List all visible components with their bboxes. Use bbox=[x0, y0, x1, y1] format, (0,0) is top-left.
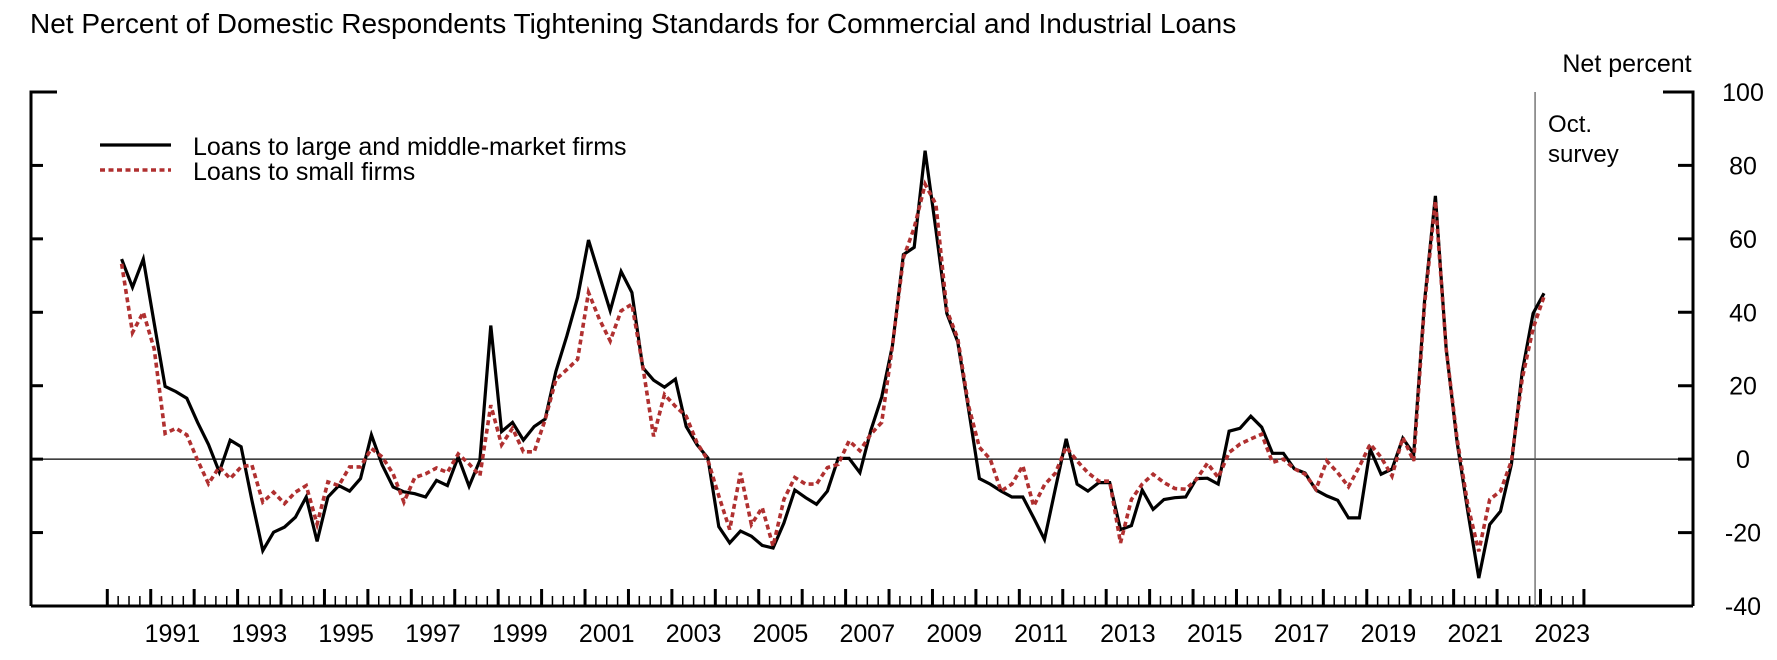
x-axis: 1991 1993 1995 1997 1999 2001 2003 2005 2007 2009… bbox=[105, 589, 1590, 648]
oct-survey-label: Oct. bbox=[1548, 111, 1592, 138]
x-tick-label: 2015 bbox=[1187, 620, 1243, 648]
x-tick-label: 2013 bbox=[1100, 620, 1156, 648]
x-tick-label: 2019 bbox=[1361, 620, 1417, 648]
y-tick-label: 20 bbox=[1729, 373, 1757, 401]
x-tick-label: 2021 bbox=[1448, 620, 1504, 648]
chart-title: Net Percent of Domestic Respondents Tigh… bbox=[30, 8, 1237, 39]
y-tick-label: -20 bbox=[1725, 520, 1761, 548]
legend-label: Loans to large and middle-market firms bbox=[193, 133, 627, 161]
oct-survey-label: survey bbox=[1548, 141, 1619, 168]
y-tick-label: -40 bbox=[1725, 593, 1761, 621]
series-line-large-middle-market bbox=[120, 150, 1546, 579]
y-axis: 100 80 60 40 20 0 -20 -40 bbox=[29, 79, 1764, 621]
legend-label: Loans to small firms bbox=[193, 158, 415, 186]
x-tick-label: 1997 bbox=[405, 620, 461, 648]
x-tick-label: 1991 bbox=[145, 620, 201, 648]
x-tick-label: 2001 bbox=[579, 620, 635, 648]
y-axis-label: Net percent bbox=[1562, 50, 1691, 78]
y-tick-label: 60 bbox=[1729, 226, 1757, 254]
x-tick-label: 1999 bbox=[492, 620, 548, 648]
y-tick-label: 0 bbox=[1736, 446, 1750, 474]
series-lines bbox=[119, 150, 1546, 579]
x-tick-label: 2023 bbox=[1534, 620, 1590, 648]
x-tick-label: 2009 bbox=[926, 620, 982, 648]
oct-survey-annotation: Oct. survey bbox=[1534, 92, 1619, 606]
y-tick-label: 100 bbox=[1722, 79, 1764, 107]
x-tick-label: 2017 bbox=[1274, 620, 1330, 648]
series-line-small-firms bbox=[119, 179, 1546, 552]
x-tick-label: 1995 bbox=[318, 620, 374, 648]
y-tick-label: 40 bbox=[1729, 299, 1757, 327]
x-tick-label: 2003 bbox=[666, 620, 722, 648]
legend: Loans to large and middle-market firmsLo… bbox=[100, 133, 627, 186]
x-tick-label: 2007 bbox=[840, 620, 896, 648]
x-tick-label: 2011 bbox=[1014, 620, 1068, 648]
x-tick-label: 1993 bbox=[231, 620, 287, 648]
x-tick-label: 2005 bbox=[753, 620, 809, 648]
y-tick-label: 80 bbox=[1729, 152, 1757, 180]
